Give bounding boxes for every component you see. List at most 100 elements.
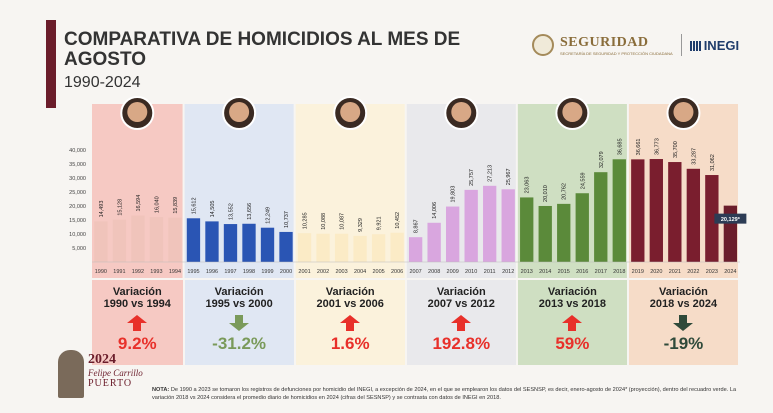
bar-value-label: 14,493 xyxy=(99,201,105,218)
bar-2021 xyxy=(668,162,682,262)
bar-value-label: 15,612 xyxy=(191,197,197,214)
badge-name: Felipe Carrillo xyxy=(88,368,143,378)
x-tick-label: 2014 xyxy=(539,269,551,275)
bar-value-label: 16,040 xyxy=(154,196,160,213)
bar-value-label: 10,737 xyxy=(284,211,290,228)
x-tick-label: 2023 xyxy=(706,269,718,275)
bar-value-label: 10,088 xyxy=(321,213,327,230)
x-tick-label: 1993 xyxy=(150,269,162,275)
bar-1998 xyxy=(242,223,256,262)
bar-2007 xyxy=(408,237,423,262)
x-tick-label: 1990 xyxy=(95,269,107,275)
arrow-up-icon xyxy=(562,315,583,331)
bar-value-label: 25,757 xyxy=(469,169,475,186)
period-panel-2 xyxy=(295,104,405,278)
x-tick-label: 2008 xyxy=(428,269,440,275)
variation-range: 2007 vs 2012 xyxy=(427,298,495,310)
variation-range: 2001 vs 2006 xyxy=(316,298,384,310)
seguridad-seal-icon xyxy=(532,34,554,56)
badge-city: PUERTO xyxy=(88,378,133,389)
x-tick-label: 1998 xyxy=(243,269,255,275)
x-tick-label: 1991 xyxy=(113,269,125,275)
variation-box-5: Variación 2018 vs 2024 -19% xyxy=(628,280,738,365)
y-tick-label: 30,000 xyxy=(69,176,86,182)
bar-value-label: 24,559 xyxy=(580,172,586,189)
variation-label: Variación xyxy=(214,286,264,298)
x-tick-label: 2013 xyxy=(521,269,533,275)
bar-value-label: 14,006 xyxy=(432,202,438,219)
variation-range: 1990 vs 1994 xyxy=(103,298,171,310)
bar-value-label: 15,839 xyxy=(173,197,179,214)
x-tick-label: 2022 xyxy=(687,269,699,275)
bar-2006 xyxy=(390,232,404,262)
bar-2015 xyxy=(557,203,571,262)
variation-box-4: Variación 2013 vs 2018 59% xyxy=(517,280,627,365)
bar-value-label: 36,773 xyxy=(654,138,660,155)
y-tick-label: 15,000 xyxy=(69,218,86,224)
y-tick-label: 35,000 xyxy=(69,162,86,168)
portrait-face-icon-2 xyxy=(340,102,361,122)
x-tick-label: 1992 xyxy=(132,269,144,275)
bar-1993 xyxy=(149,217,164,262)
variation-value: 9.2% xyxy=(117,334,157,353)
bar-value-label: 23,063 xyxy=(525,177,531,194)
inegi-logo: INEGI xyxy=(689,38,739,53)
variation-range: 1995 vs 2000 xyxy=(205,298,273,310)
bar-value-label: 15,128 xyxy=(117,199,123,216)
bar-value-label: 31,062 xyxy=(710,154,716,171)
x-tick-label: 2024 xyxy=(724,269,736,275)
logo-separator xyxy=(680,34,682,56)
portrait-face-icon-0 xyxy=(127,102,148,122)
bar-value-label: 20,129* xyxy=(721,217,741,223)
x-tick-label: 2006 xyxy=(391,269,403,275)
x-tick-label: 2017 xyxy=(595,269,607,275)
variation-box-1: Variación 1995 vs 2000 -31.2% xyxy=(184,280,294,365)
bar-value-label: 36,661 xyxy=(636,139,642,156)
x-tick-label: 2005 xyxy=(372,269,384,275)
x-tick-label: 1994 xyxy=(169,269,181,275)
bar-2004 xyxy=(353,235,367,262)
bar-value-label: 13,552 xyxy=(228,203,234,220)
x-tick-label: 2012 xyxy=(502,269,514,275)
variation-label: Variación xyxy=(112,286,162,298)
bar-1997 xyxy=(223,224,238,262)
bar-2016 xyxy=(575,193,589,262)
arrow-down-icon xyxy=(673,315,694,331)
x-tick-label: 2009 xyxy=(447,269,459,275)
bar-value-label: 13,656 xyxy=(247,203,253,220)
bar-value-label: 20,010 xyxy=(543,185,549,202)
x-tick-label: 1999 xyxy=(261,269,273,275)
period-panel-5 xyxy=(628,104,738,278)
inegi-bars-icon xyxy=(689,41,702,52)
x-tick-label: 2010 xyxy=(465,269,477,275)
bar-2017 xyxy=(594,172,608,262)
variation-value: -19% xyxy=(663,334,704,353)
bar-2023 xyxy=(705,175,719,262)
bar-value-label: 9,329 xyxy=(358,218,364,232)
period-panel-3 xyxy=(406,104,516,278)
bar-1991 xyxy=(112,219,127,262)
variation-range: 2013 vs 2018 xyxy=(538,298,607,310)
x-tick-label: 2011 xyxy=(484,269,496,275)
bar-2001 xyxy=(297,233,312,262)
x-tick-label: 2000 xyxy=(280,269,292,275)
y-tick-label: 5,000 xyxy=(72,246,86,252)
portrait-face-icon-3 xyxy=(451,102,472,122)
variation-value: -31.2% xyxy=(212,334,267,353)
variation-value: 192.8% xyxy=(432,334,491,353)
carrillo-puerto-badge: 2024 Felipe Carrillo PUERTO xyxy=(58,348,148,403)
seguridad-logo-text: SEGURIDAD xyxy=(560,34,649,50)
bar-value-label: 20,762 xyxy=(562,183,568,200)
bar-value-label: 14,505 xyxy=(210,201,216,218)
bar-2008 xyxy=(427,222,441,262)
bar-value-label: 25,967 xyxy=(506,168,512,185)
variation-label: Variación xyxy=(658,286,708,298)
bar-2009 xyxy=(445,206,460,262)
x-tick-label: 2020 xyxy=(650,269,662,275)
page-title: COMPARATIVA DE HOMICIDIOS AL MES DE AGOS… xyxy=(64,29,461,70)
y-tick-label: 40,000 xyxy=(69,148,86,154)
bar-2022 xyxy=(686,168,701,262)
variation-value: 59% xyxy=(555,334,590,353)
bar-1999 xyxy=(260,227,275,262)
